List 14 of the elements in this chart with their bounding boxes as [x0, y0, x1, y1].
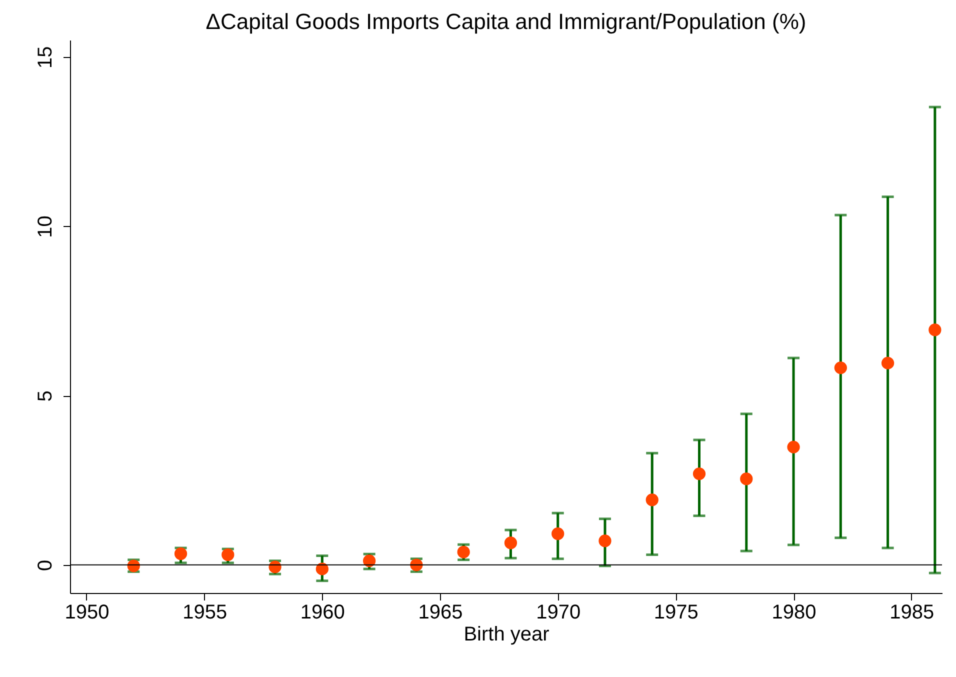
- y-tick-label: 10: [34, 216, 56, 238]
- x-tick-label: 1950: [64, 602, 110, 624]
- y-tick-label: 5: [34, 390, 56, 402]
- x-tick-label: 1955: [182, 602, 228, 624]
- x-tick-label: 1965: [418, 602, 463, 624]
- x-axis-title: Birth year: [464, 624, 550, 646]
- chart-title: ΔCapital Goods Imports Capita and Immigrant/Population (%): [206, 9, 806, 34]
- x-tick-label: 1980: [772, 602, 816, 624]
- x-tick-label: 1975: [654, 602, 698, 624]
- x-tick-label: 1970: [536, 602, 581, 624]
- y-tick-label: 0: [34, 560, 56, 571]
- y-tick-label: 15: [34, 46, 56, 69]
- x-tick-label: 1985: [890, 602, 934, 624]
- x-tick-label: 1960: [300, 602, 345, 624]
